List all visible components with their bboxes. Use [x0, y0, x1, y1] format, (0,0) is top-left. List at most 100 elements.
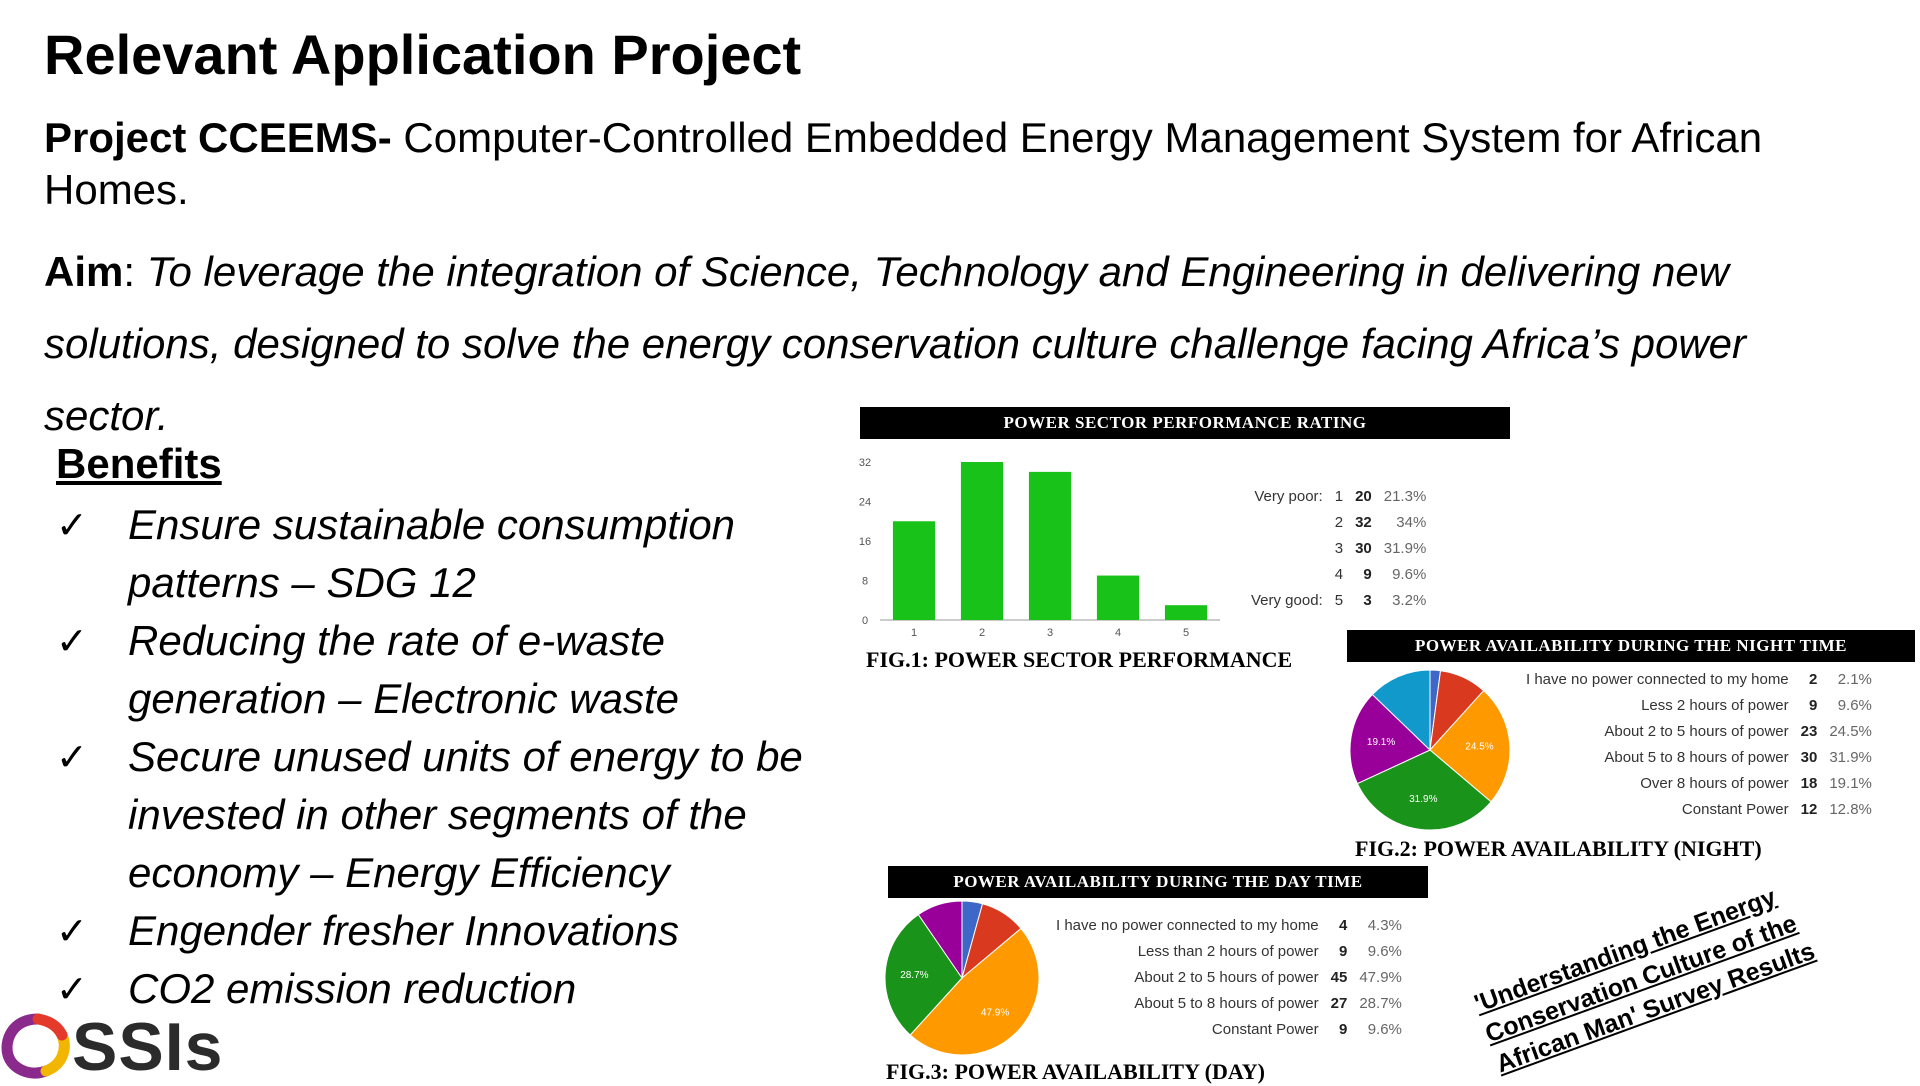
chart-title: POWER SECTOR PERFORMANCE RATING — [860, 407, 1510, 439]
legend-row: Very good: 5 3 3.2% — [1245, 587, 1432, 613]
project-text: Computer-Controlled Embedded Energy Mana… — [44, 114, 1763, 213]
legend-count: 9 — [1363, 565, 1372, 583]
pie-chart: 47.9% 28.7% — [884, 900, 1040, 1056]
legend-label — [1245, 509, 1329, 535]
legend-count: 12 — [1800, 800, 1818, 818]
figure-caption: FIG.1: POWER SECTOR PERFORMANCE — [866, 647, 1293, 672]
legend-key: 5 — [1334, 591, 1344, 609]
checkmark-icon: ✓ — [56, 503, 88, 547]
legend-count: 23 — [1800, 722, 1818, 740]
legend-count: 30 — [1355, 539, 1372, 557]
slice-label: 28.7% — [900, 970, 928, 981]
legend-percent: 2.1% — [1837, 670, 1872, 688]
legend-row: About 5 to 8 hours of power 27 28.7% — [1050, 990, 1408, 1016]
slice-label: 19.1% — [1367, 737, 1395, 748]
legend-label: Less than 2 hours of power — [1137, 942, 1319, 960]
legend-row: Constant Power 9 9.6% — [1050, 1016, 1408, 1042]
benefit-text: Ensure sustainable consumption patterns … — [128, 501, 736, 606]
benefit-item: ✓ Secure unused units of energy to be inv… — [56, 728, 856, 902]
checkmark-icon: ✓ — [56, 619, 88, 663]
figure-caption: FIG.3: POWER AVAILABILITY (DAY) — [886, 1059, 1265, 1084]
benefit-item: ✓ CO2 emission reduction — [56, 960, 856, 1018]
legend-key: 1 — [1334, 487, 1344, 505]
legend-count: 9 — [1339, 1020, 1348, 1038]
legend-count: 18 — [1800, 774, 1818, 792]
figure-caption: FIG.2: POWER AVAILABILITY (NIGHT) — [1355, 836, 1762, 861]
x-tick-label: 5 — [1183, 627, 1189, 639]
chart-legend-table: Very poor: 1 20 21.3% 2 32 34% 3 30 31.9% 4 9 9.6% Ve… — [1245, 483, 1432, 613]
aim-label: Aim — [44, 248, 124, 295]
pie-slice — [884, 913, 963, 1036]
pie-slice — [1356, 749, 1492, 831]
legend-label: Constant Power — [1211, 1020, 1319, 1038]
legend-count: 27 — [1330, 994, 1348, 1012]
survey-source-note: 'Understanding the Energy Conservation C… — [1470, 875, 1819, 1080]
checkmark-icon: ✓ — [56, 909, 88, 953]
benefit-text: Engender fresher Innovations — [128, 907, 680, 954]
benefits-list: ✓ Ensure sustainable consumption patterns… — [56, 496, 856, 1018]
legend-percent: 4.3% — [1367, 916, 1402, 934]
slice-label: 47.9% — [981, 1007, 1009, 1018]
aim-statement: Aim: To leverage the integration of Scie… — [44, 248, 1747, 439]
legend-percent: 34% — [1396, 513, 1427, 531]
pie-slice — [1429, 689, 1511, 803]
benefit-item: ✓ Engender fresher Innovations — [56, 902, 856, 960]
legend-label: I have no power connected to my home — [1056, 916, 1319, 934]
legend-count: 3 — [1363, 591, 1372, 609]
legend-percent: 47.9% — [1359, 968, 1402, 986]
x-tick-label: 3 — [1047, 627, 1053, 639]
legend-label: About 5 to 8 hours of power — [1134, 994, 1319, 1012]
legend-count: 32 — [1355, 513, 1372, 531]
legend-count: 9 — [1809, 696, 1818, 714]
y-tick-label: 8 — [862, 576, 868, 588]
y-tick-label: 32 — [859, 457, 871, 469]
legend-key: 2 — [1334, 513, 1344, 531]
legend-count: 30 — [1800, 748, 1818, 766]
legend-row: 3 30 31.9% — [1245, 535, 1432, 561]
bar — [1164, 605, 1208, 620]
legend-percent: 9.6% — [1367, 1020, 1402, 1038]
legend-count: 9 — [1339, 942, 1348, 960]
legend-label: Very good: — [1251, 591, 1323, 609]
legend-row: 2 32 34% — [1245, 509, 1432, 535]
benefit-text: Secure unused units of energy to be inve… — [128, 733, 803, 896]
bar-chart: 0 8 16 24 32 1 2 3 4 5 — [859, 457, 1220, 639]
legend-percent: 9.6% — [1837, 696, 1872, 714]
legend-count: 20 — [1355, 487, 1372, 505]
legend-percent: 12.8% — [1829, 800, 1872, 818]
legend-percent: 3.2% — [1392, 591, 1427, 609]
pie-slice — [1371, 669, 1431, 752]
slide-title: Relevant Application Project — [44, 23, 802, 86]
legend-percent: 31.9% — [1829, 748, 1872, 766]
slice-label: 24.5% — [1465, 742, 1493, 753]
legend-row: 4 9 9.6% — [1245, 561, 1432, 587]
legend-label: Constant Power — [1681, 800, 1789, 818]
legend-row: I have no power connected to my home 2 2.1… — [1520, 666, 1878, 692]
pie-slice — [1349, 693, 1431, 785]
legend-row: About 5 to 8 hours of power 30 31.9% — [1520, 744, 1878, 770]
legend-percent: 28.7% — [1359, 994, 1402, 1012]
legend-label: About 2 to 5 hours of power — [1604, 722, 1789, 740]
slice-label: 31.9% — [1409, 794, 1437, 805]
chart-title: POWER AVAILABILITY DURING THE NIGHT TIME — [1347, 630, 1915, 662]
legend-row: Very poor: 1 20 21.3% — [1245, 483, 1432, 509]
x-tick-label: 2 — [979, 627, 985, 639]
chart-title: POWER AVAILABILITY DURING THE DAY TIME — [888, 866, 1428, 898]
legend-count: 45 — [1330, 968, 1348, 986]
checkmark-icon: ✓ — [56, 967, 88, 1011]
aim-text: To leverage the integration of Science, … — [44, 248, 1747, 439]
x-tick-label: 1 — [911, 627, 917, 639]
legend-label: About 2 to 5 hours of power — [1134, 968, 1319, 986]
y-tick-label: 24 — [859, 497, 871, 509]
legend-row: Over 8 hours of power 18 19.1% — [1520, 770, 1878, 796]
legend-label: Less 2 hours of power — [1641, 696, 1789, 714]
legend-row: About 2 to 5 hours of power 45 47.9% — [1050, 964, 1408, 990]
y-tick-label: 16 — [859, 536, 871, 548]
legend-percent: 19.1% — [1829, 774, 1872, 792]
bar — [1028, 471, 1072, 620]
chart-legend-table: I have no power connected to my home 2 2.1… — [1520, 666, 1878, 822]
benefit-item: ✓ Reducing the rate of e-waste generation… — [56, 612, 856, 728]
legend-label: About 5 to 8 hours of power — [1604, 748, 1789, 766]
legend-label: Very poor: — [1254, 487, 1323, 505]
legend-label: Over 8 hours of power — [1640, 774, 1789, 792]
